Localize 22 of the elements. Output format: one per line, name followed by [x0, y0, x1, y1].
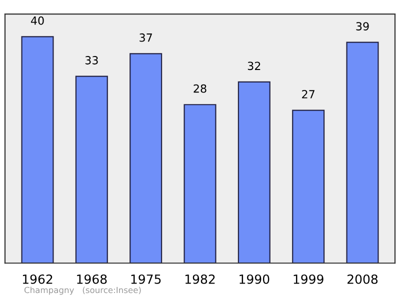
x-tick-label: 1982	[185, 274, 215, 284]
x-tick-label: 1990	[240, 274, 270, 284]
data-label: 33	[85, 56, 98, 64]
x-tick-label: 1975	[131, 274, 161, 284]
bar	[130, 53, 162, 264]
bar	[75, 76, 108, 264]
data-label: 28	[194, 84, 206, 93]
data-label: 32	[248, 62, 260, 70]
bar	[238, 81, 270, 264]
bar	[184, 104, 216, 264]
data-label: 37	[140, 33, 152, 42]
bar	[346, 42, 379, 264]
bar	[292, 110, 325, 264]
x-tick-label: 2008	[348, 274, 378, 284]
bar	[21, 36, 54, 264]
x-tick-label: 1999	[294, 274, 324, 284]
data-label: 27	[302, 90, 314, 98]
data-label: 40	[30, 16, 44, 25]
data-label: 39	[356, 22, 369, 30]
text: Champagny (source:Insee)	[24, 286, 141, 295]
x-tick-label: 1962	[22, 274, 52, 284]
x-tick-label: 1968	[77, 274, 107, 284]
